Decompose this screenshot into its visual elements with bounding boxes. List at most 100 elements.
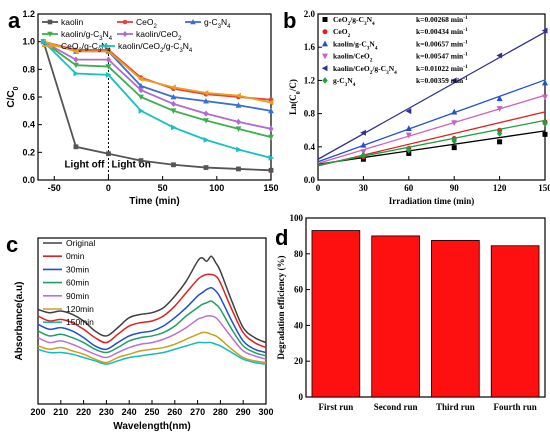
y-tick-label-a: 1.0: [22, 37, 35, 47]
data-point-g-C3N4: [170, 93, 177, 100]
category-label-Second run: Second run: [374, 402, 418, 412]
data-point-kaolin/CeO2: [451, 120, 458, 126]
legend-label-kaolin/CeO2: kaolin/CeO2: [136, 29, 181, 42]
fit-line-CeO2/g-C3N4: [317, 130, 546, 165]
y-axis-label-d: Degradation efficiency (%): [276, 256, 286, 360]
data-point-g-C3N4: [235, 102, 242, 108]
data-point-g-C3N4: [496, 130, 503, 137]
x-tick-label-c: 280: [213, 407, 228, 417]
data-point-kaolin/CeO2/g-C3N4: [450, 77, 457, 84]
data-point-kaolin/CeO2: [170, 100, 177, 108]
legend-label-g-C3N4: g-C3N4: [204, 17, 231, 30]
x-tick-label-b: 90: [450, 183, 460, 193]
legend-label-g-C3N4: g-C3N4: [333, 76, 356, 88]
data-point-kaolin/CeO2: [405, 132, 412, 139]
legend-label-CeO2: CeO2: [136, 17, 157, 30]
series-line-kaolin/CeO2/g-C3N4: [42, 41, 272, 159]
series-line-kaolin: [42, 41, 272, 172]
y-tick-label-b: 2.0: [304, 9, 316, 19]
legend-k-value-kaolin/g-C3N4: k=0.00657 min-1: [416, 39, 468, 48]
legend-label-kaolin/g-C3N4: kaolin/g-C3N4: [333, 39, 378, 51]
data-point-kaolin/CeO2: [73, 56, 79, 63]
legend-label-kaolin/CeO2/g-C3N4: kaolin/CeO2/g-C3N4: [333, 64, 397, 76]
data-point-kaolin: [203, 165, 209, 170]
data-point-kaolin/CeO2/g-C3N4: [268, 154, 275, 161]
legend-marker-kaolin/CeO2/g-C3N4: [321, 65, 328, 72]
data-point-kaolin/g-C3N4: [105, 64, 112, 70]
legend-marker-g-C3N4: [322, 77, 328, 84]
bar-First run: [311, 230, 361, 398]
fit-line-kaolin/CeO2: [317, 94, 546, 165]
panel-b-kinetics-plot: b 0.0 0.4 0.8 1.2 1.6 2.0 0 30 60 90 120 150 Irradiat…: [283, 8, 550, 206]
bar-Fourth run: [490, 245, 540, 398]
panel-letter-a: a: [8, 8, 21, 33]
spectrum-line-90min: [37, 315, 267, 360]
x-tick-label-a: -50: [48, 183, 61, 193]
data-point-g-C3N4: [138, 82, 144, 89]
legend-marker-kaolin/g-C3N4: [322, 40, 328, 47]
spectrum-line-150min: [37, 341, 267, 365]
data-point-kaolin/g-C3N4: [360, 141, 367, 148]
legend-label-CeO2: CeO2: [333, 27, 351, 39]
data-point-kaolin/CeO2/g-C3N4: [541, 27, 548, 34]
y-tick-label-d: 60: [294, 285, 304, 295]
legend-label-120min: 120min: [66, 304, 94, 314]
data-point-kaolin/CeO2: [105, 56, 112, 63]
y-tick-label-b: 1.6: [304, 42, 316, 52]
data-point-kaolin/CeO2: [138, 86, 144, 94]
x-tick-label-b: 150: [538, 183, 550, 193]
data-point-kaolin/g-C3N4: [203, 118, 209, 124]
data-point-kaolin/CeO2/g-C3N4: [405, 108, 412, 115]
data-point-kaolin/g-C3N4: [542, 79, 548, 86]
data-point-kaolin/g-C3N4: [235, 126, 242, 132]
legend-label-60min: 60min: [66, 278, 89, 288]
annotation-light-on: Light on: [111, 159, 150, 170]
data-point-CeO2/g-C3N4: [202, 89, 209, 96]
legend-marker-kaolin/g-C3N4: [47, 31, 53, 37]
y-axis-label-c: Absorbance(a.u): [14, 282, 25, 361]
data-point-kaolin/CeO2/g-C3N4: [236, 146, 242, 153]
data-point-CeO2/g-C3N4: [542, 131, 548, 137]
data-point-CeO2/g-C3N4: [72, 48, 79, 55]
x-tick-label-b: 60: [404, 183, 414, 193]
legend-k-value-CeO2: k=0.00434 min-1: [416, 27, 468, 36]
annotation-light-off: Light off: [64, 159, 105, 170]
data-point-kaolin/g-C3N4: [138, 94, 144, 101]
x-tick-label-a: 50: [158, 183, 168, 193]
legend-marker-kaolin/CeO2/g-C3N4: [104, 43, 110, 49]
category-label-Third run: Third run: [436, 402, 475, 412]
spectrum-line-Original: [37, 255, 267, 344]
y-tick-label-d: 80: [294, 249, 304, 259]
x-tick-label-c: 220: [76, 407, 91, 417]
data-point-CeO2/g-C3N4: [406, 150, 412, 156]
y-tick-label-a: 0.0: [22, 175, 35, 185]
legend-label-Original: Original: [66, 238, 95, 248]
x-tick-label-c: 250: [144, 407, 159, 417]
data-point-CeO2/g-C3N4: [267, 99, 274, 106]
data-point-CeO2/g-C3N4: [451, 145, 457, 151]
data-point-kaolin/g-C3N4: [451, 108, 458, 115]
data-point-g-C3N4: [268, 107, 274, 114]
legend-label-CeO2/g-C3N4: CeO2/g-C3N4: [333, 15, 375, 27]
category-label-First run: First run: [319, 402, 354, 412]
fit-line-g-C3N4: [317, 119, 546, 166]
y-tick-label-b: 1.2: [304, 75, 316, 85]
legend-k-value-g-C3N4: k=0.00359 min-1: [416, 76, 468, 85]
panel-letter-d: d: [275, 225, 288, 250]
data-point-kaolin/CeO2/g-C3N4: [138, 107, 145, 114]
data-point-g-C3N4: [451, 137, 457, 145]
data-point-kaolin/CeO2: [542, 94, 548, 101]
y-axis-label-b: Ln(C0/C): [288, 79, 302, 115]
y-tick-label-b: 0.0: [304, 175, 316, 185]
x-tick-label-c: 270: [190, 407, 205, 417]
data-point-kaolin/g-C3N4: [73, 62, 79, 69]
data-point-CeO2/g-C3N4: [497, 139, 503, 145]
y-tick-label-a: 0.4: [22, 120, 35, 130]
data-point-kaolin: [236, 166, 241, 172]
data-point-kaolin/CeO2/g-C3N4: [203, 137, 210, 143]
series-line-CeO2/g-C3N4: [43, 40, 272, 104]
panel-c-absorbance-spectra: c 200 210 220 230 240 250 260 270 280 290 300 Wavele…: [6, 232, 274, 432]
data-point-kaolin/CeO2/g-C3N4: [73, 70, 80, 77]
data-point-kaolin/CeO2: [235, 118, 242, 126]
data-point-kaolin/g-C3N4: [268, 134, 274, 141]
